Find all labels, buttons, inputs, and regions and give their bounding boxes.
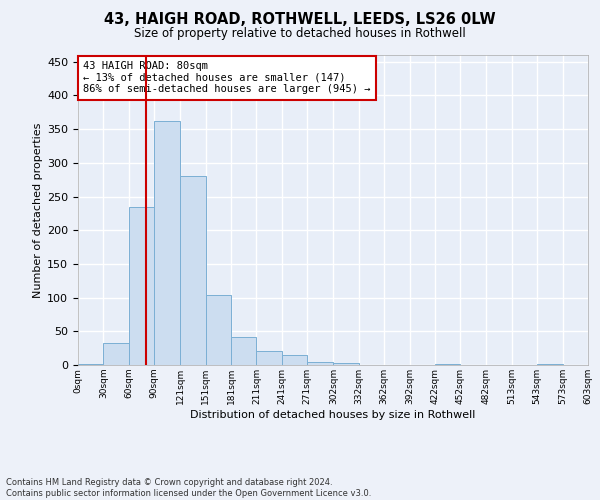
Bar bbox=[334, 363, 359, 365]
Bar bbox=[256, 351, 282, 365]
Text: 43 HAIGH ROAD: 80sqm
← 13% of detached houses are smaller (147)
86% of semi-deta: 43 HAIGH ROAD: 80sqm ← 13% of detached h… bbox=[83, 61, 371, 94]
Bar bbox=[435, 364, 460, 365]
Text: Contains HM Land Registry data © Crown copyright and database right 2024.
Contai: Contains HM Land Registry data © Crown c… bbox=[6, 478, 371, 498]
Bar bbox=[181, 176, 206, 365]
Bar bbox=[129, 208, 154, 365]
Bar bbox=[154, 121, 181, 365]
Text: 43, HAIGH ROAD, ROTHWELL, LEEDS, LS26 0LW: 43, HAIGH ROAD, ROTHWELL, LEEDS, LS26 0L… bbox=[104, 12, 496, 28]
Bar bbox=[537, 364, 563, 365]
Bar bbox=[307, 362, 334, 365]
Bar bbox=[103, 343, 129, 365]
Bar bbox=[231, 338, 256, 365]
Bar bbox=[206, 295, 231, 365]
Bar bbox=[282, 355, 307, 365]
Bar bbox=[78, 364, 103, 365]
X-axis label: Distribution of detached houses by size in Rothwell: Distribution of detached houses by size … bbox=[190, 410, 476, 420]
Y-axis label: Number of detached properties: Number of detached properties bbox=[33, 122, 43, 298]
Text: Size of property relative to detached houses in Rothwell: Size of property relative to detached ho… bbox=[134, 28, 466, 40]
